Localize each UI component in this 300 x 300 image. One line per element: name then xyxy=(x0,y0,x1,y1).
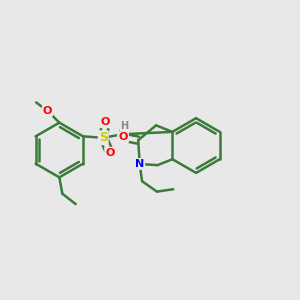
Text: N: N xyxy=(118,129,127,139)
Text: N: N xyxy=(135,159,144,169)
Text: O: O xyxy=(105,148,115,158)
Text: H: H xyxy=(120,121,128,131)
Text: O: O xyxy=(43,106,52,116)
Text: O: O xyxy=(101,117,110,128)
Text: S: S xyxy=(99,131,108,144)
Text: O: O xyxy=(119,132,128,142)
